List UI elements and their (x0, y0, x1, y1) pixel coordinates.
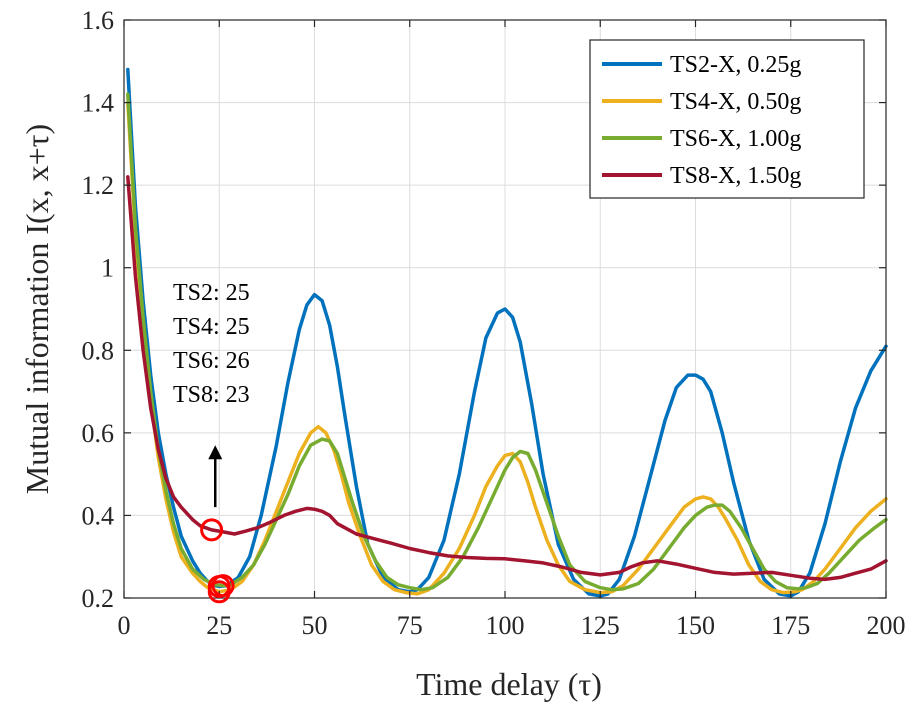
x-tick-label: 100 (486, 611, 525, 640)
y-tick-label: 1.4 (82, 89, 115, 118)
x-axis-title: Time delay (τ) (416, 666, 602, 702)
x-tick-label: 25 (206, 611, 232, 640)
axes: 0 25 50 75 100 125 150 175 200 0.2 0.4 0.6 0.8 1 1.2 1.… (82, 6, 906, 640)
x-tick-label: 0 (118, 611, 131, 640)
min-marker-circle (207, 580, 231, 604)
legend: TS2-X, 0.25g TS4-X, 0.50g TS6-X, 1.00g TS8-… (589, 39, 865, 199)
legend-label: TS2-X, 0.25g (670, 52, 801, 78)
x-tick-label: 125 (581, 611, 620, 640)
y-tick-label: 0.6 (82, 419, 115, 448)
arrow-head (208, 445, 223, 460)
legend-box (589, 39, 865, 199)
x-tick-label: 175 (771, 611, 810, 640)
min-marker-circle (200, 518, 224, 542)
series-line-4 (126, 175, 888, 582)
x-tick-label: 75 (397, 611, 423, 640)
y-tick-label: 1 (101, 254, 114, 283)
x-tick-label: 200 (867, 611, 906, 640)
x-tick-label: 150 (676, 611, 715, 640)
y-axis-title: Mutual information I(x, x+τ) (19, 124, 55, 494)
legend-label: TS6-X, 1.00g (670, 126, 801, 152)
annotation-text: TS2: 25 (173, 280, 250, 306)
annotation-text: TS4: 25 (173, 314, 250, 340)
y-tick-label: 1.2 (82, 171, 115, 200)
y-tick-label: 0.4 (82, 501, 115, 530)
y-tick-label: 0.8 (82, 336, 115, 365)
x-tick-label: 50 (302, 611, 328, 640)
legend-label: TS4-X, 0.50g (670, 89, 801, 115)
annotation-text: TS8: 23 (173, 382, 250, 408)
y-tick-label: 0.2 (82, 584, 115, 613)
annotations: TS2: 25 TS4: 25 TS6: 26 TS8: 23 (173, 280, 250, 604)
legend-label: TS8-X, 1.50g (670, 163, 801, 189)
y-tick-label: 1.6 (82, 6, 115, 35)
annotation-text: TS6: 26 (173, 348, 250, 374)
